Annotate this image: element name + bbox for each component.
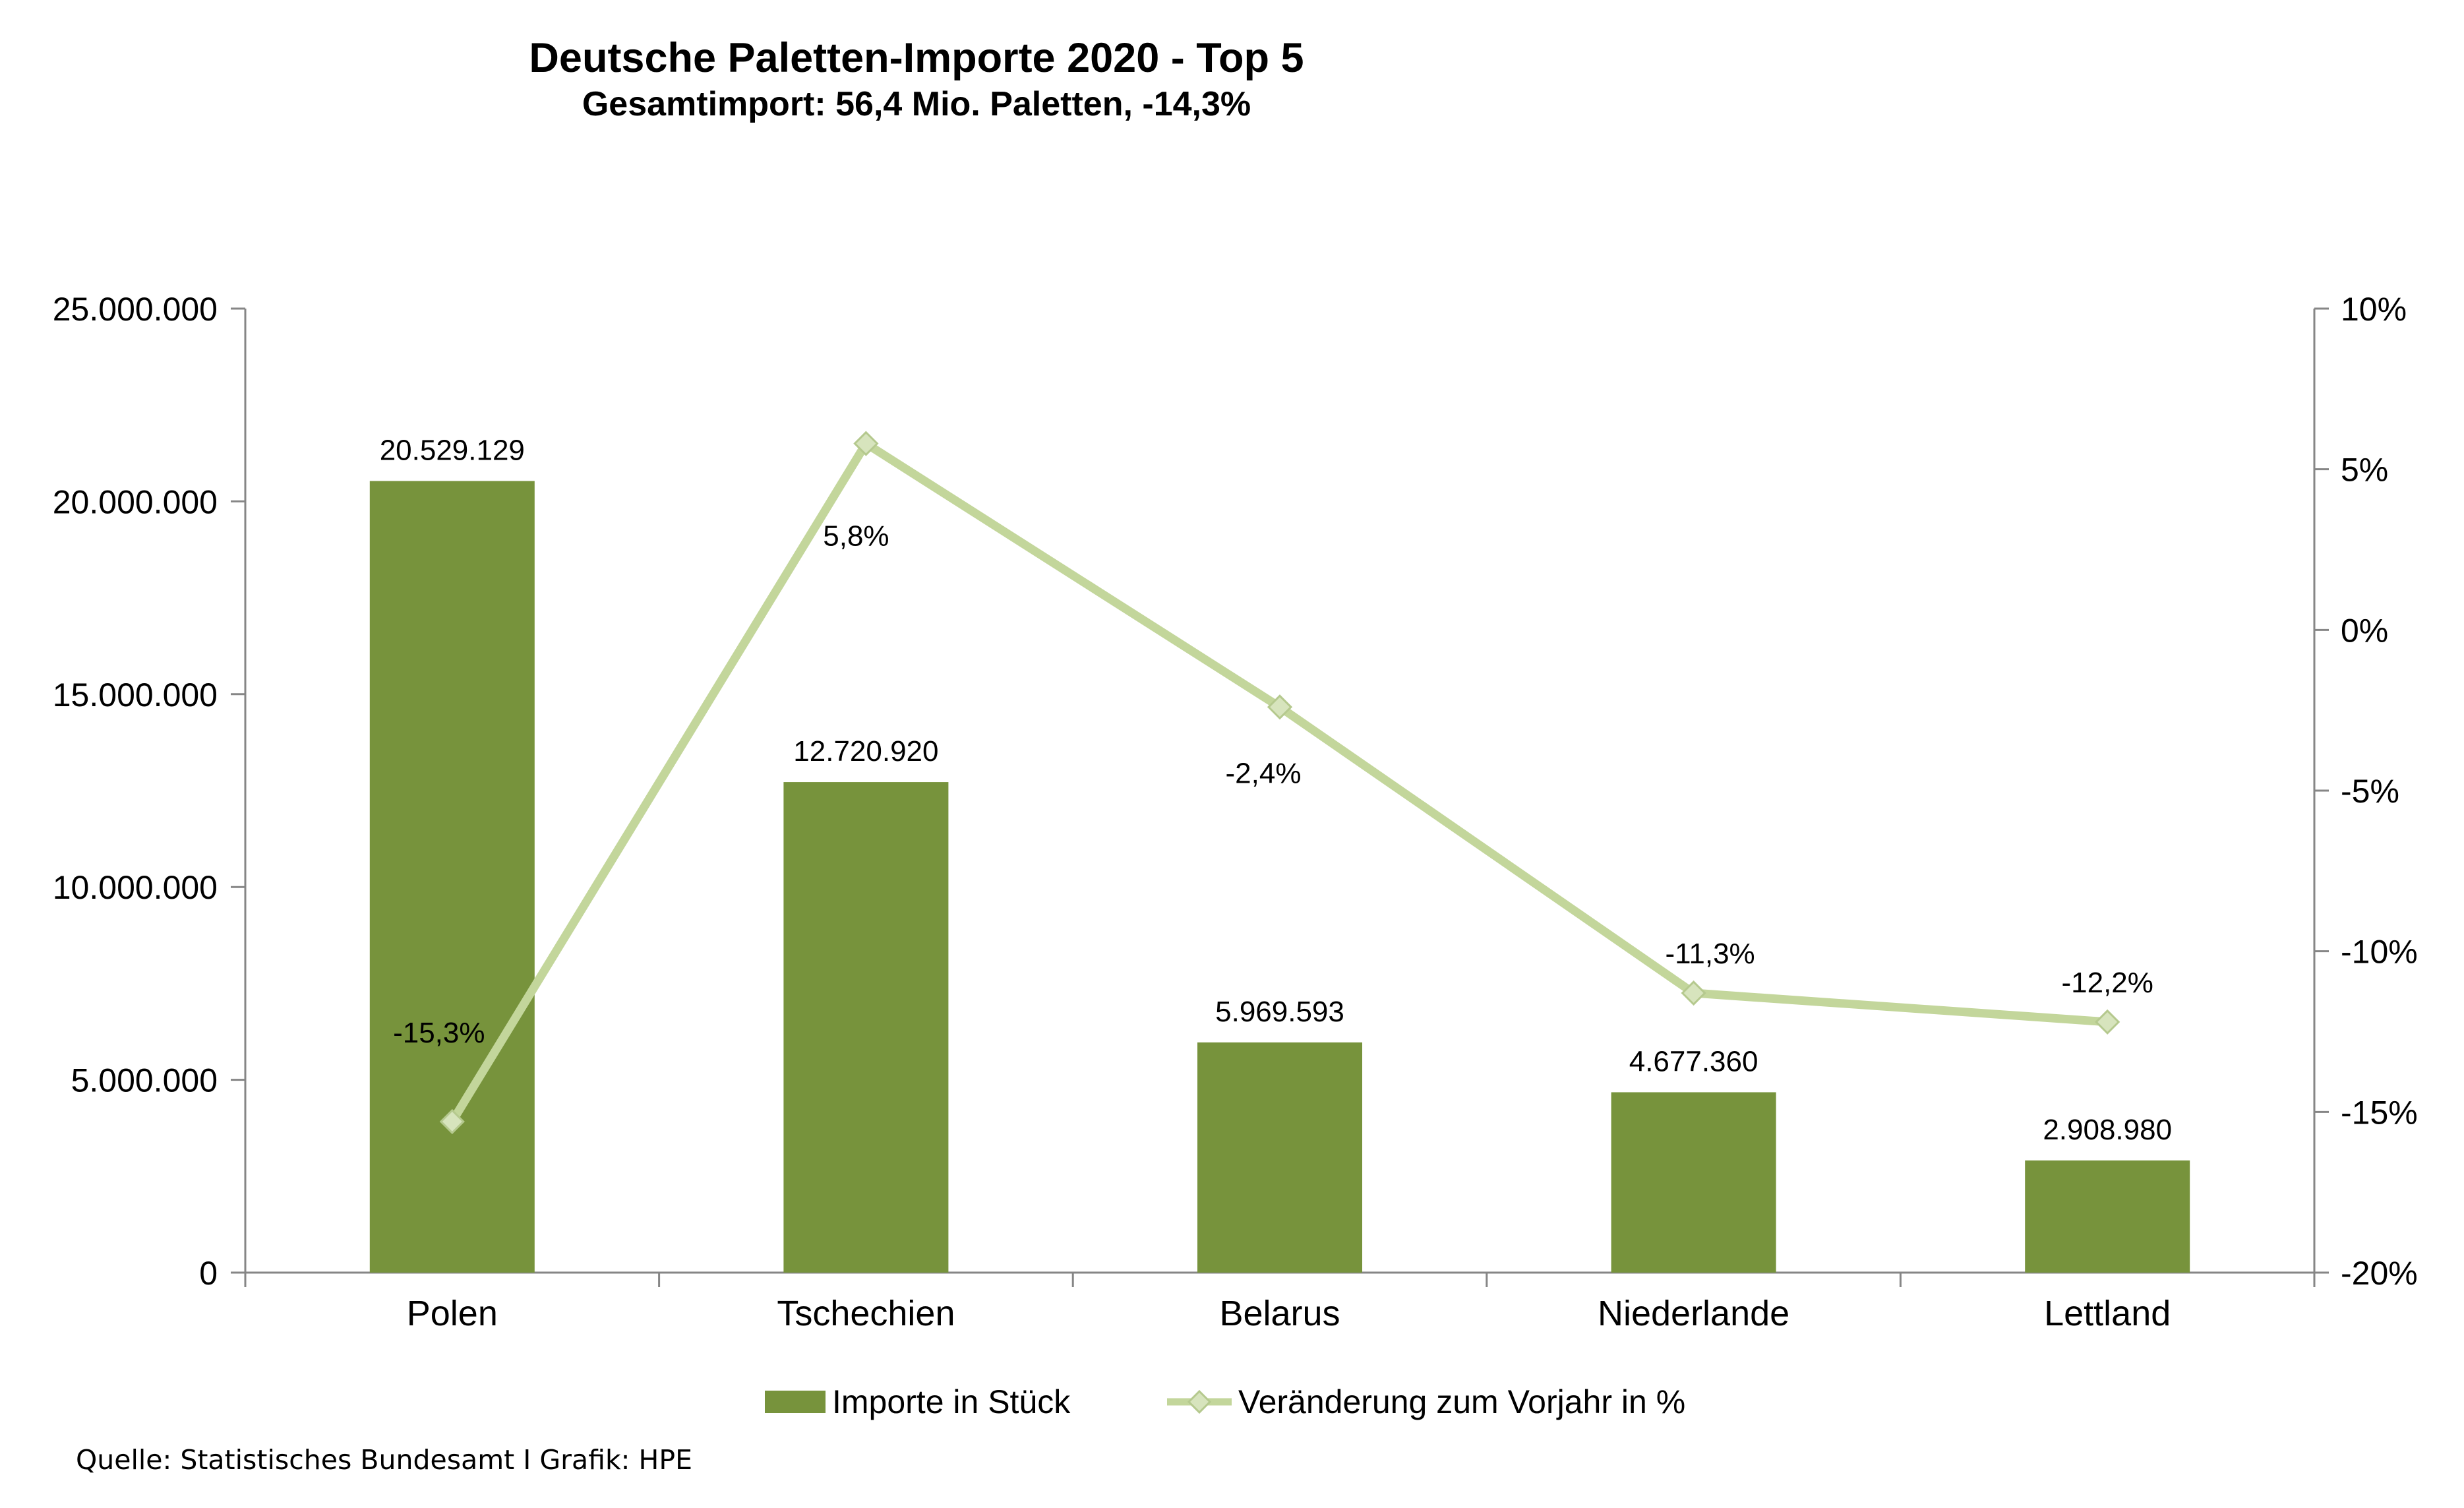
bar-polen (369, 481, 535, 1273)
right-axis-tick-label: -15% (2341, 1094, 2418, 1131)
bar-tschechien (783, 782, 949, 1273)
chart-title: Deutsche Paletten-Importe 2020 - Top 5 (529, 35, 1304, 81)
x-axis-category-label: Tschechien (777, 1294, 955, 1333)
line-data-label: -2,4% (1226, 757, 1302, 789)
right-axis-tick-label: 5% (2341, 452, 2388, 489)
line-data-label: -12,2% (2061, 967, 2153, 999)
right-axis-tick-label: 10% (2341, 291, 2407, 328)
right-axis-tick-label: 0% (2341, 612, 2388, 649)
legend-swatch-bars (765, 1391, 826, 1413)
bar-niederlande (1611, 1092, 1776, 1273)
right-axis-tick-label: -10% (2341, 934, 2418, 971)
bar-data-label: 2.908.980 (2043, 1114, 2172, 1146)
line-marker-lettland (2095, 1009, 2120, 1035)
bar-data-label: 5.969.593 (1215, 996, 1344, 1028)
bar-lettland (2025, 1160, 2190, 1273)
line-marker-tschechien (853, 431, 879, 456)
line-marker-niederlande (1681, 980, 1706, 1006)
legend-label-bars: Importe in Stück (832, 1383, 1071, 1420)
chart-subtitle: Gesamtimport: 56,4 Mio. Paletten, -14,3% (582, 85, 1251, 123)
bar-data-label: 20.529.129 (380, 434, 525, 466)
left-axis-tick-label: 0 (199, 1255, 218, 1292)
x-axis-category-label: Belarus (1219, 1294, 1340, 1333)
x-axis-category-label: Polen (407, 1294, 498, 1333)
x-axis-category-label: Niederlande (1598, 1294, 1789, 1333)
left-axis-tick-label: 15.000.000 (53, 677, 218, 713)
legend-label-line: Veränderung zum Vorjahr in % (1238, 1383, 1685, 1420)
bar-belarus (1197, 1042, 1362, 1273)
left-axis-tick-label: 25.000.000 (53, 291, 218, 328)
left-axis-tick-label: 5.000.000 (71, 1062, 218, 1099)
bar-data-label: 12.720.920 (793, 735, 938, 768)
left-axis-tick-label: 10.000.000 (53, 869, 218, 906)
line-marker-polen (439, 1108, 465, 1135)
right-axis-tick-label: -5% (2341, 773, 2399, 810)
line-marker-belarus (1267, 694, 1293, 720)
right-axis-tick-label: -20% (2341, 1255, 2418, 1292)
left-axis-tick-label: 20.000.000 (53, 483, 218, 520)
x-axis-category-label: Lettland (2044, 1294, 2171, 1333)
line-data-label: 5,8% (823, 520, 889, 553)
legend-swatch-marker (1187, 1389, 1212, 1414)
source-note: Quelle: Statistisches Bundesamt I Grafik… (76, 1444, 692, 1476)
line-data-label: -11,3% (1666, 938, 1755, 970)
line-data-label: -15,3% (393, 1017, 485, 1049)
bar-data-label: 4.677.360 (1629, 1045, 1758, 1077)
